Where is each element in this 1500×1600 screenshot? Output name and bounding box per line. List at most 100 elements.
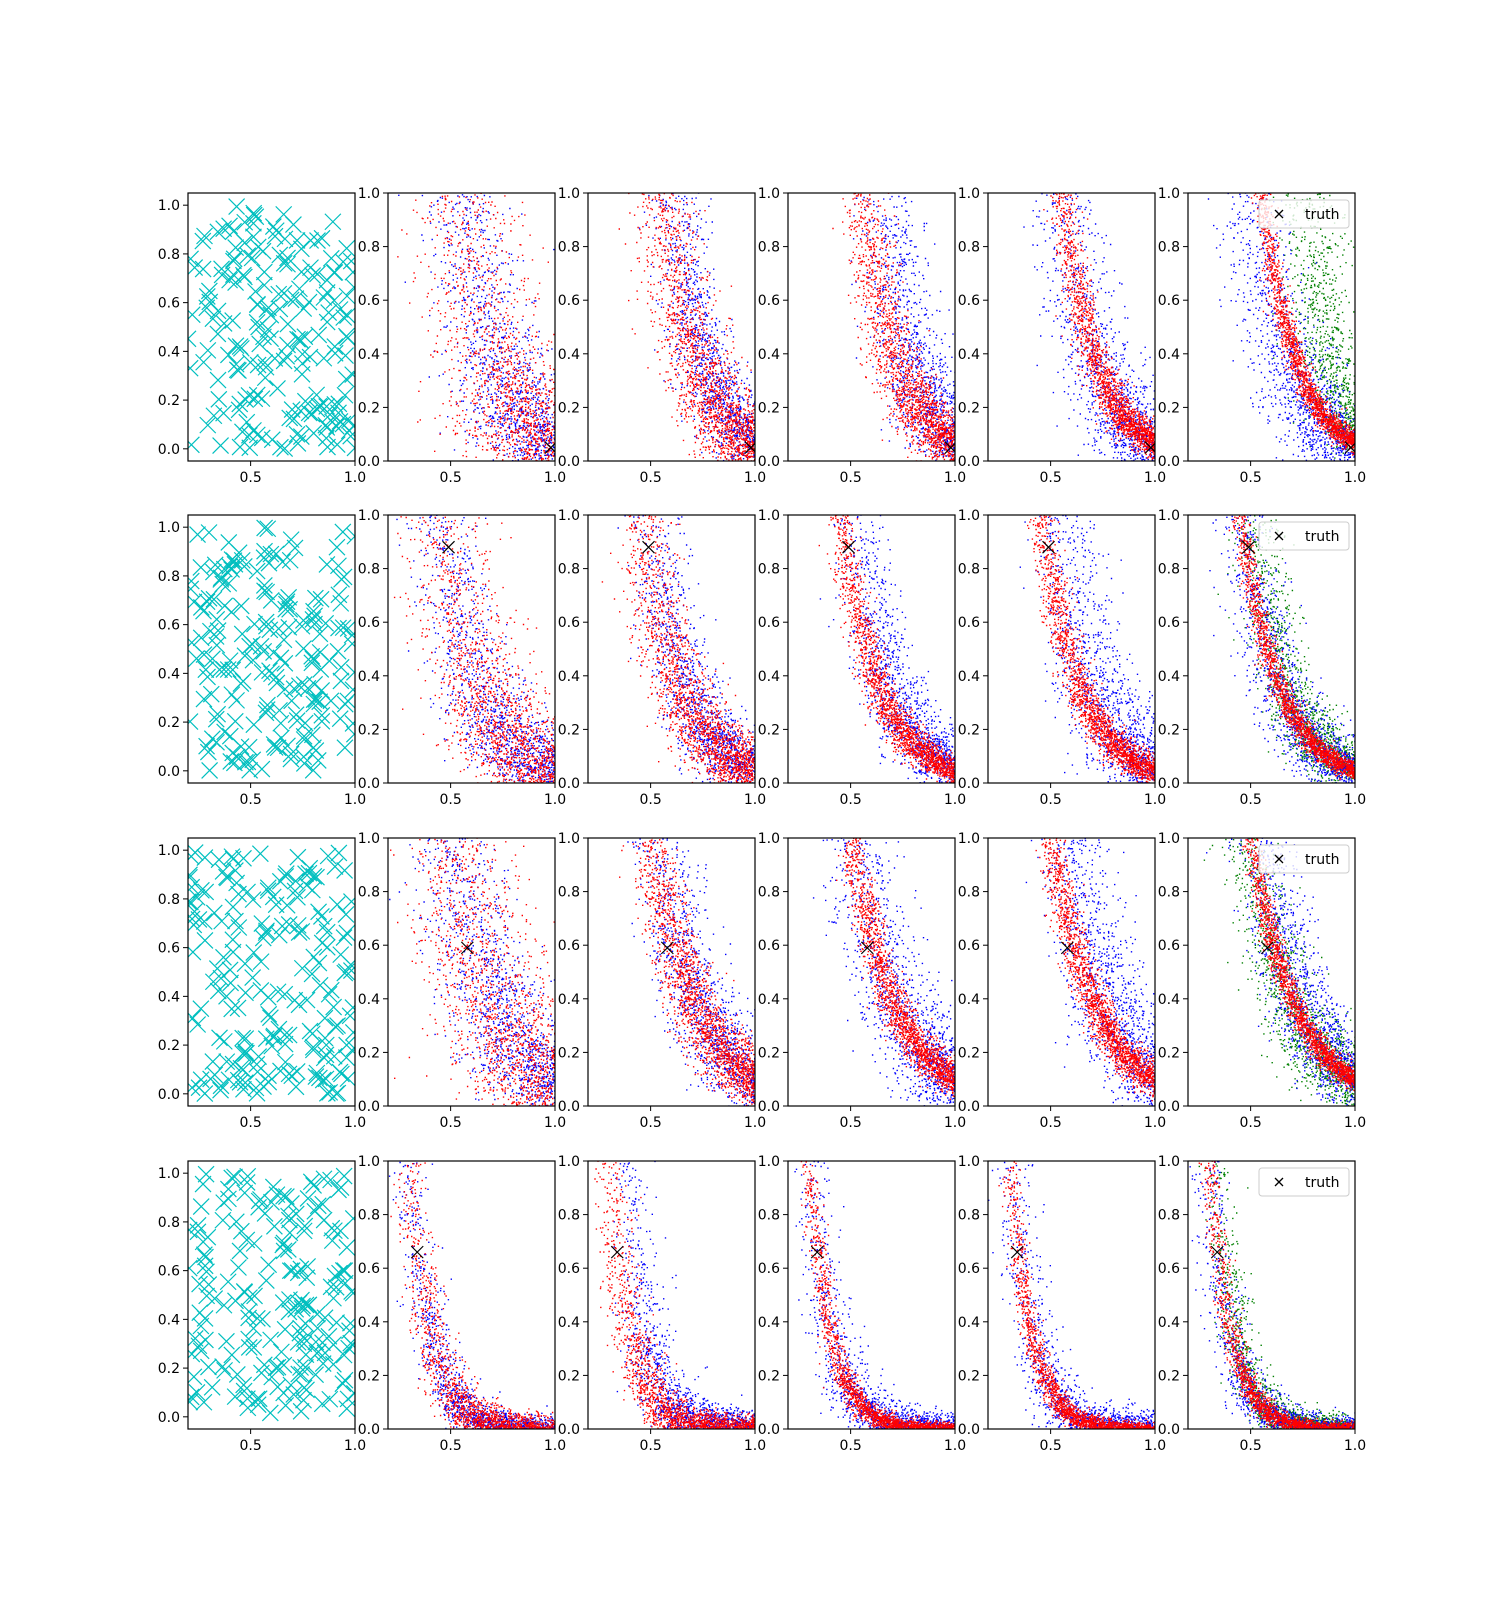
y-tick-label: 0.4 — [558, 992, 580, 1008]
sample-marker — [336, 1168, 352, 1184]
sample-marker — [224, 849, 240, 865]
x-tick-label: 1.0 — [944, 1438, 966, 1454]
y-tick-label: 0.2 — [1158, 400, 1180, 416]
y-tick-label: 1.0 — [758, 508, 780, 524]
sample-marker — [299, 992, 315, 1008]
red-series-dots — [1213, 573, 1385, 1099]
x-tick-label: 1.0 — [944, 792, 966, 808]
y-tick-label: 0.4 — [758, 1315, 780, 1331]
sample-marker — [284, 1263, 300, 1279]
scatter-points — [355, 156, 624, 832]
y-tick-label: 0.6 — [158, 296, 180, 312]
sample-marker — [262, 1405, 278, 1421]
sample-marker — [228, 356, 244, 372]
sample-marker — [289, 426, 305, 442]
x-tick-label: 1.0 — [944, 470, 966, 486]
x-tick-label: 1.0 — [1144, 470, 1166, 486]
y-tick-label: 0.2 — [358, 1368, 380, 1384]
sample-marker — [246, 945, 262, 961]
x-tick-label: 1.0 — [344, 792, 366, 808]
legend: truth — [1259, 522, 1349, 550]
x-tick-label: 1.0 — [1344, 792, 1366, 808]
x-tick-label: 0.5 — [439, 1115, 461, 1131]
sample-marker — [273, 1344, 289, 1360]
sample-marker — [316, 918, 332, 934]
sample-marker — [227, 713, 243, 729]
blue-series-dots — [768, 299, 1002, 1452]
x-tick-label: 0.5 — [239, 1438, 261, 1454]
sample-marker — [255, 930, 271, 946]
sample-marker — [259, 584, 275, 600]
sample-marker — [195, 233, 211, 249]
y-tick-label: 1.0 — [1158, 831, 1180, 847]
y-tick-label: 1.0 — [758, 186, 780, 202]
sample-marker — [314, 230, 330, 246]
y-tick-label: 0.4 — [158, 344, 180, 360]
y-tick-label: 0.4 — [958, 992, 980, 1008]
sample-marker — [189, 651, 205, 667]
red-series-dots — [1018, 0, 1190, 463]
sample-marker — [211, 852, 227, 868]
axes-frame — [588, 1161, 755, 1429]
sample-marker — [197, 850, 213, 866]
sample-marker — [309, 401, 325, 417]
sample-marker — [216, 221, 232, 237]
y-tick-label: 0.8 — [1158, 240, 1180, 256]
sample-marker — [229, 692, 245, 708]
red-series — [1018, 0, 1190, 463]
y-tick-label: 0.0 — [558, 776, 580, 792]
y-tick-label: 0.6 — [358, 615, 380, 631]
sample-marker — [261, 1257, 277, 1273]
sample-marker — [272, 247, 288, 263]
sample-marker — [290, 1334, 306, 1350]
y-tick-label: 0.6 — [758, 615, 780, 631]
sample-marker — [338, 348, 354, 364]
legend: truth — [1259, 200, 1349, 228]
sample-marker — [296, 728, 312, 744]
y-tick-label: 0.2 — [158, 1038, 180, 1054]
sample-marker — [337, 740, 353, 756]
sample-marker — [306, 949, 322, 965]
sample-marker — [185, 944, 201, 960]
y-tick-label: 0.0 — [358, 1099, 380, 1115]
y-tick-label: 0.8 — [358, 240, 380, 256]
y-tick-label: 0.4 — [1158, 347, 1180, 363]
x-tick-label: 1.0 — [544, 792, 566, 808]
y-tick-label: 0.6 — [358, 1261, 380, 1277]
sample-marker — [245, 652, 261, 668]
sample-marker — [205, 974, 221, 990]
sample-marker — [338, 371, 354, 387]
sample-marker — [339, 288, 355, 304]
sample-marker — [332, 302, 348, 318]
blue-series-dots — [991, 142, 1217, 801]
sample-marker — [306, 425, 322, 441]
sample-marker — [325, 1337, 341, 1353]
y-tick-label: 0.0 — [758, 1099, 780, 1115]
y-tick-label: 0.0 — [558, 454, 580, 470]
sample-marker — [227, 1389, 243, 1405]
y-tick-label: 0.4 — [758, 669, 780, 685]
sample-marker — [239, 1232, 255, 1248]
axes-frame — [1188, 1161, 1355, 1429]
sample-marker — [233, 598, 249, 614]
y-tick-label: 1.0 — [358, 508, 380, 524]
sample-marker — [257, 520, 273, 536]
sample-marker — [266, 1218, 282, 1234]
y-tick-label: 0.6 — [158, 941, 180, 957]
scatter-points — [1179, 555, 1414, 1116]
sample-marker — [260, 521, 276, 537]
y-tick-label: 0.8 — [558, 1208, 580, 1224]
y-tick-label: 1.0 — [158, 520, 180, 536]
green-series-dots — [1195, 170, 1400, 791]
scatter-points — [586, 553, 827, 1122]
sample-marker — [204, 651, 220, 667]
x-tick-label: 1.0 — [344, 1115, 366, 1131]
sample-marker — [330, 643, 346, 659]
x-tick-label: 0.5 — [239, 792, 261, 808]
sample-marker — [216, 1297, 232, 1313]
sample-panel: 0.5 1.00.00.20.40.60.81.0 — [158, 1161, 366, 1454]
y-tick-label: 1.0 — [958, 186, 980, 202]
sample-marker — [241, 739, 257, 755]
